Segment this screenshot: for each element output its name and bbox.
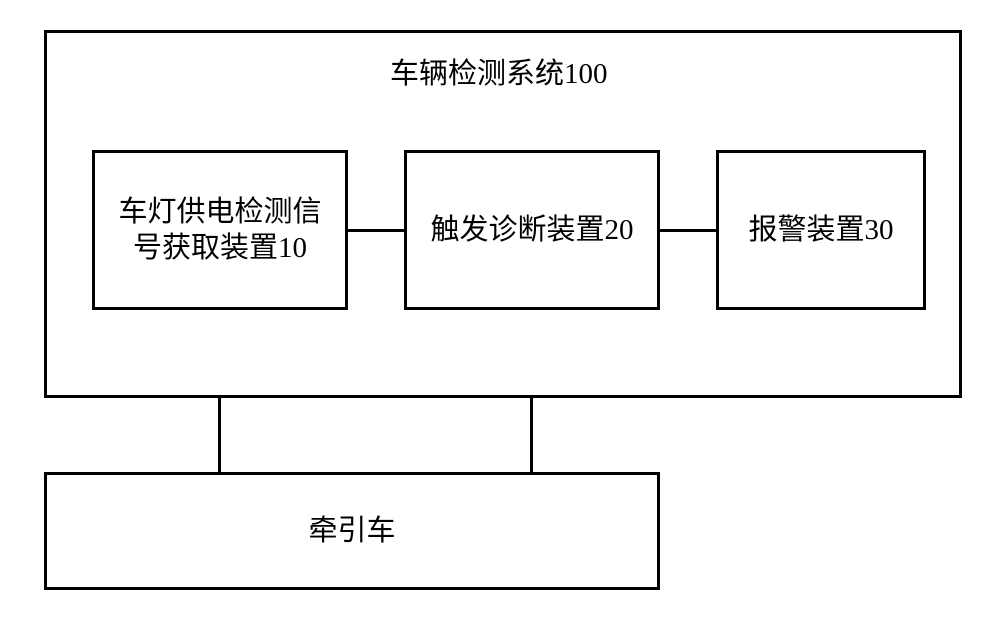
node-trigger-diagnosis-device: 触发诊断装置20: [404, 150, 660, 310]
node-label: 报警装置30: [748, 212, 893, 248]
edge-n10-tractor: [218, 398, 221, 472]
system-title: 车辆检测系统100: [390, 56, 608, 92]
node-label: 车灯供电检测信 号获取装置10: [118, 194, 321, 267]
edge-n10-n20: [348, 229, 404, 232]
edge-n20-tractor: [530, 398, 533, 472]
edge-n20-n30: [660, 229, 716, 232]
diagram-canvas: 车辆检测系统100 车灯供电检测信 号获取装置10 触发诊断装置20 报警装置3…: [0, 0, 1000, 620]
node-signal-acquisition-device: 车灯供电检测信 号获取装置10: [92, 150, 348, 310]
node-label: 触发诊断装置20: [430, 212, 633, 248]
node-tractor: 牵引车: [44, 472, 660, 590]
node-alarm-device: 报警装置30: [716, 150, 926, 310]
node-label: 牵引车: [308, 513, 395, 549]
system-title-label: 车辆检测系统100: [390, 58, 608, 90]
